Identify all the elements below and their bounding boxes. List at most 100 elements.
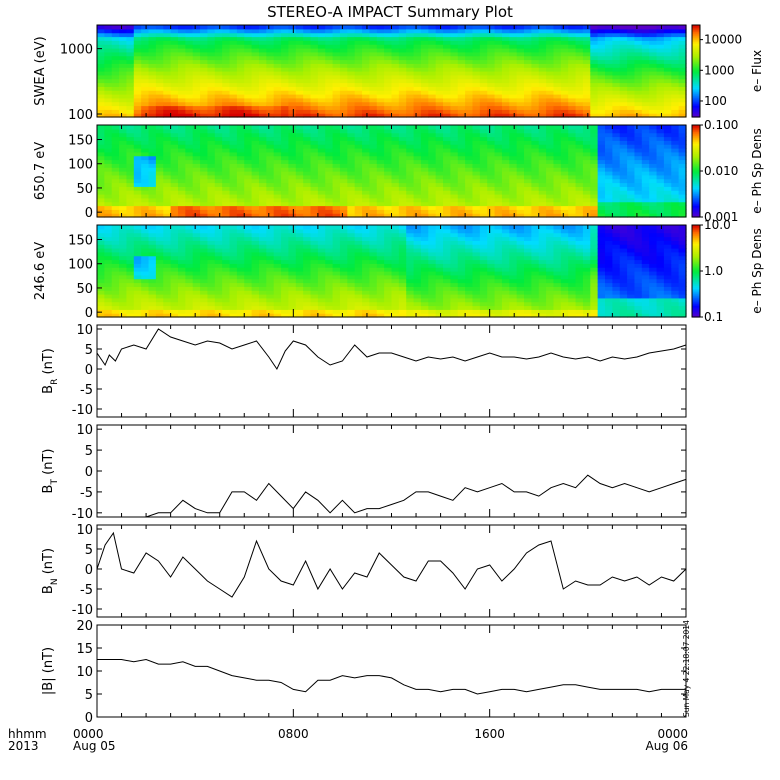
spectrogram-cell (332, 271, 341, 276)
spectrogram-cell (531, 94, 540, 99)
spectrogram-cell (612, 71, 621, 76)
spectrogram-cell (236, 286, 245, 291)
spectrogram-cell (295, 197, 304, 203)
spectrogram-cell (597, 90, 606, 95)
spectrogram-cell (627, 71, 636, 76)
spectrogram-cell (428, 36, 437, 41)
spectrogram-cell (288, 28, 297, 34)
spectrogram-cell (678, 171, 687, 176)
spectrogram-cell (641, 90, 650, 95)
spectrogram-cell (325, 40, 334, 45)
spectrogram-cell (185, 105, 194, 110)
spectrogram-cell (465, 213, 474, 218)
spectrogram-cell (531, 190, 540, 195)
spectrogram-cell (376, 290, 385, 295)
spectrogram-cell (332, 278, 341, 284)
spectrogram-cell (494, 32, 503, 38)
spectrogram-cell (376, 44, 385, 49)
spectrogram-cell (133, 240, 142, 245)
spectrogram-cell (575, 74, 584, 80)
spectrogram-cell (339, 101, 348, 107)
spectrogram-cell (251, 132, 260, 138)
spectrogram-cell (200, 151, 209, 157)
spectrogram-cell (339, 248, 348, 253)
spectrogram-cell (317, 209, 326, 214)
spectrogram-cell (516, 48, 525, 53)
spectrogram-cell (450, 167, 459, 172)
spectrogram-cell (420, 163, 429, 168)
spectrogram-cell (575, 213, 584, 218)
spectrogram-cell (524, 28, 532, 34)
spectrogram-cell (222, 136, 231, 141)
spectrogram-cell (236, 90, 245, 95)
spectrogram-cell (656, 55, 665, 61)
spectrogram-cell (649, 132, 658, 138)
spectrogram-cell (546, 113, 555, 118)
spectrogram-cell (148, 197, 157, 203)
spectrogram-cell (97, 82, 105, 87)
spectrogram-cell (229, 159, 238, 164)
spectrogram-cell (479, 174, 488, 180)
spectrogram-cell (273, 236, 282, 241)
spectrogram-cell (524, 163, 532, 168)
spectrogram-cell (487, 101, 496, 107)
spectrogram-cell (605, 190, 613, 195)
spectrogram-cell (575, 155, 584, 161)
spectrogram-cell (229, 251, 238, 257)
spectrogram-cell (641, 59, 650, 64)
spectrogram-cell (516, 82, 525, 87)
spectrogram-cell (487, 209, 496, 214)
spectrogram-cell (207, 263, 216, 268)
spectrogram-cell (656, 48, 665, 53)
spectrogram-cell (104, 244, 113, 249)
spectrogram-cell (163, 190, 172, 195)
spectrogram-cell (354, 109, 363, 114)
spectrogram-cell (177, 263, 186, 268)
spectrogram-cell (663, 194, 672, 199)
spectrogram-cell (303, 290, 312, 295)
spectrogram-cell (303, 236, 312, 241)
spectrogram-cell (273, 67, 282, 72)
spectrogram-cell (413, 82, 422, 87)
spectrogram-cell (177, 159, 186, 164)
spectrogram-cell (546, 171, 555, 176)
spectrogram-cell (347, 228, 356, 234)
spectrogram-cell (141, 148, 150, 153)
spectrogram-cell (200, 132, 209, 138)
spectrogram-cell (663, 151, 672, 157)
spectrogram-cell (671, 51, 680, 57)
spectrogram-cell (516, 148, 525, 153)
spectrogram-cell (332, 48, 341, 53)
spectrogram-cell (398, 48, 407, 53)
spectrogram-cell (236, 267, 245, 272)
spectrogram-cell (163, 301, 172, 307)
spectrogram-cell (170, 101, 179, 107)
spectrogram-cell (258, 28, 267, 34)
colorbar-swatch (692, 153, 700, 156)
spectrogram-cell (347, 174, 356, 180)
spectrogram-cell (207, 32, 216, 38)
spectrogram-cell (362, 174, 371, 180)
spectrogram-cell (487, 151, 496, 157)
spectrogram-cell (376, 205, 385, 210)
spectrogram-cell (384, 148, 393, 153)
spectrogram-cell (281, 105, 290, 110)
spectrogram-cell (391, 94, 400, 99)
spectrogram-cell (317, 197, 326, 203)
spectrogram-cell (472, 44, 481, 49)
spectrogram-cell (244, 86, 253, 91)
spectrogram-cell (273, 163, 282, 168)
spectrogram-cell (214, 263, 223, 268)
spectrogram-cell (148, 259, 157, 264)
spectrogram-cell (236, 274, 245, 280)
spectrogram-cell (325, 305, 334, 310)
spectrogram-cell (634, 48, 643, 53)
spectrogram-cell (258, 313, 267, 318)
spectrogram-cell (119, 132, 128, 138)
colorbar-swatch (692, 33, 700, 36)
spectrogram-cell (185, 190, 194, 195)
spectrogram-cell (619, 105, 628, 110)
spectrogram-cell (531, 197, 540, 203)
colorbar-swatch (692, 169, 700, 172)
colorbar-tick-label: 0.001 (704, 210, 738, 224)
